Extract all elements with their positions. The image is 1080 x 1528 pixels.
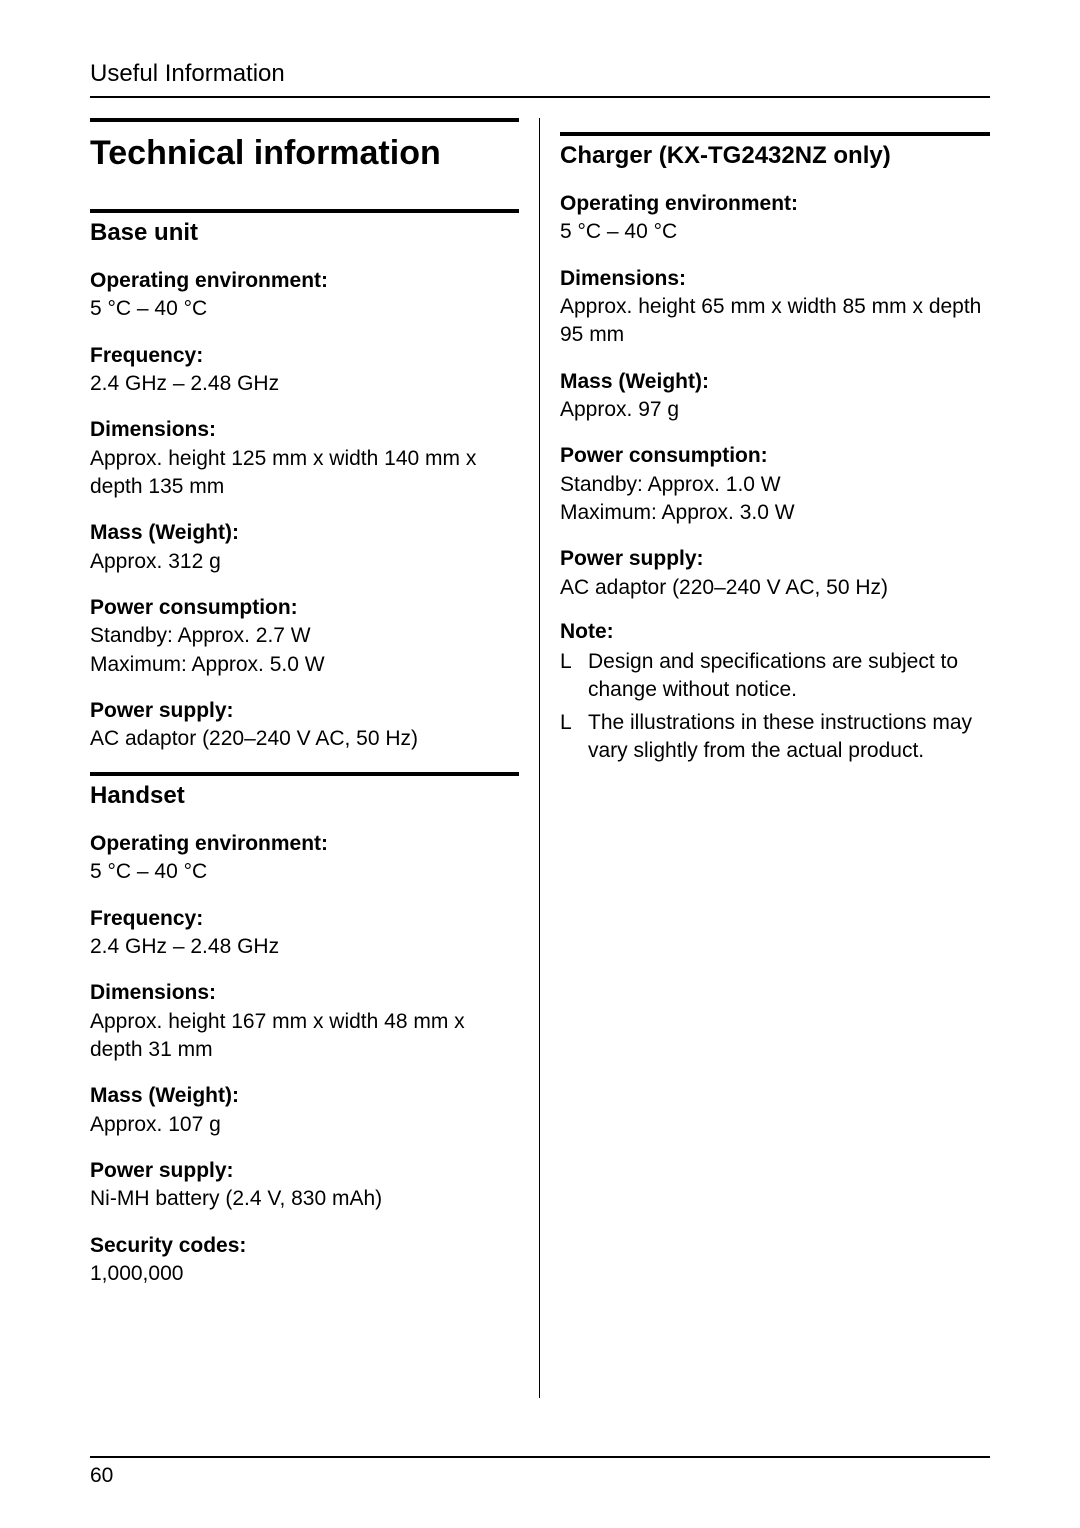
spec-block: Operating environment: 5 °C – 40 °C — [90, 267, 519, 324]
spec-label: Power consumption: — [560, 442, 990, 470]
main-title: Technical information — [90, 118, 519, 173]
spec-value: Standby: Approx. 1.0 WMaximum: Approx. 3… — [560, 471, 990, 528]
spec-label: Power supply: — [90, 1157, 519, 1185]
spec-label: Frequency: — [90, 905, 519, 933]
spec-label: Dimensions: — [560, 265, 990, 293]
spec-value: 2.4 GHz – 2.48 GHz — [90, 933, 519, 961]
left-column: Technical information Base unit Operatin… — [90, 118, 540, 1398]
spec-label: Dimensions: — [90, 979, 519, 1007]
spec-block: Dimensions: Approx. height 65 mm x width… — [560, 265, 990, 350]
spec-value: 5 °C – 40 °C — [560, 218, 990, 246]
spec-block: Mass (Weight): Approx. 312 g — [90, 519, 519, 576]
spec-value: AC adaptor (220–240 V AC, 50 Hz) — [560, 574, 990, 602]
spec-block: Power supply: AC adaptor (220–240 V AC, … — [560, 545, 990, 602]
spec-label: Mass (Weight): — [90, 519, 519, 547]
spec-label: Frequency: — [90, 342, 519, 370]
section-title-charger: Charger (KX-TG2432NZ only) — [560, 132, 990, 170]
columns-container: Technical information Base unit Operatin… — [90, 118, 990, 1398]
spec-block: Security codes: 1,000,000 — [90, 1232, 519, 1289]
spec-label: Dimensions: — [90, 416, 519, 444]
spec-label: Operating environment: — [560, 190, 990, 218]
spec-value: Approx. 312 g — [90, 548, 519, 576]
note-bullet: L — [560, 709, 588, 766]
spec-block: Power supply: AC adaptor (220–240 V AC, … — [90, 697, 519, 754]
spec-label: Mass (Weight): — [560, 368, 990, 396]
spec-label: Power supply: — [90, 697, 519, 725]
spec-block: Frequency: 2.4 GHz – 2.48 GHz — [90, 342, 519, 399]
spec-label: Power consumption: — [90, 594, 519, 622]
spec-label: Mass (Weight): — [90, 1082, 519, 1110]
spec-value: Approx. height 125 mm x width 140 mm x d… — [90, 445, 519, 502]
spec-block: Frequency: 2.4 GHz – 2.48 GHz — [90, 905, 519, 962]
spec-block: Operating environment: 5 °C – 40 °C — [560, 190, 990, 247]
spec-value: Ni-MH battery (2.4 V, 830 mAh) — [90, 1185, 519, 1213]
spec-block: Power consumption: Standby: Approx. 2.7 … — [90, 594, 519, 679]
section-title-base-unit: Base unit — [90, 209, 519, 247]
spec-value: 5 °C – 40 °C — [90, 295, 519, 323]
note-bullet: L — [560, 648, 588, 705]
spec-block: Mass (Weight): Approx. 107 g — [90, 1082, 519, 1139]
spec-label: Operating environment: — [90, 267, 519, 295]
note-item: L Design and specifications are subject … — [560, 648, 990, 705]
spec-value: Approx. 97 g — [560, 396, 990, 424]
note-item: L The illustrations in these instruction… — [560, 709, 990, 766]
spec-value: Approx. height 65 mm x width 85 mm x dep… — [560, 293, 990, 350]
spec-label: Operating environment: — [90, 830, 519, 858]
note-text: Design and specifications are subject to… — [588, 648, 990, 705]
spec-block: Dimensions: Approx. height 167 mm x widt… — [90, 979, 519, 1064]
note-label: Note: — [560, 620, 990, 644]
spec-label: Security codes: — [90, 1232, 519, 1260]
right-column: Charger (KX-TG2432NZ only) Operating env… — [540, 118, 990, 1398]
spec-block: Power supply: Ni-MH battery (2.4 V, 830 … — [90, 1157, 519, 1214]
page-number: 60 — [90, 1464, 113, 1487]
section-title-handset: Handset — [90, 772, 519, 810]
page-footer: 60 — [90, 1456, 990, 1488]
spec-block: Mass (Weight): Approx. 97 g — [560, 368, 990, 425]
spec-value: 5 °C – 40 °C — [90, 858, 519, 886]
spec-value: Approx. 107 g — [90, 1111, 519, 1139]
page-header: Useful Information — [90, 60, 990, 98]
spec-value: 2.4 GHz – 2.48 GHz — [90, 370, 519, 398]
spec-block: Dimensions: Approx. height 125 mm x widt… — [90, 416, 519, 501]
spec-block: Operating environment: 5 °C – 40 °C — [90, 830, 519, 887]
spec-value: 1,000,000 — [90, 1260, 519, 1288]
spec-block: Power consumption: Standby: Approx. 1.0 … — [560, 442, 990, 527]
spec-value: Standby: Approx. 2.7 WMaximum: Approx. 5… — [90, 622, 519, 679]
spec-value: AC adaptor (220–240 V AC, 50 Hz) — [90, 725, 519, 753]
note-text: The illustrations in these instructions … — [588, 709, 990, 766]
spec-value: Approx. height 167 mm x width 48 mm x de… — [90, 1008, 519, 1065]
spec-label: Power supply: — [560, 545, 990, 573]
